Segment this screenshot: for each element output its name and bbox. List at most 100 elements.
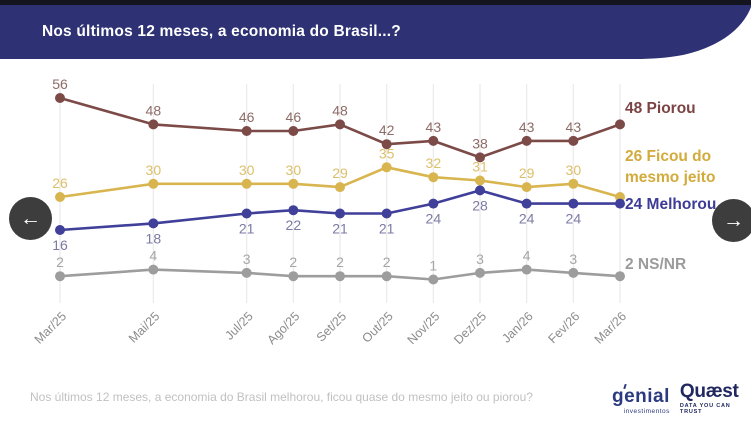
data-point	[55, 225, 65, 235]
data-point	[288, 205, 299, 216]
value-label: 18	[146, 230, 162, 246]
value-label: 21	[239, 221, 255, 237]
data-point	[428, 135, 439, 146]
data-point	[288, 126, 299, 136]
data-point	[288, 271, 299, 282]
value-label: 42	[379, 122, 395, 138]
logos: genial investimentos Quæst DATA YOU CAN …	[612, 382, 751, 415]
legend-label: 24 Melhorou	[625, 196, 716, 213]
x-tick-label: Out/25	[359, 309, 395, 345]
value-label: 32	[426, 155, 442, 171]
value-label: 3	[569, 251, 577, 267]
value-label: 48	[332, 102, 348, 118]
data-point	[148, 264, 159, 275]
value-label: 3	[243, 251, 251, 267]
value-label: 4	[523, 248, 531, 264]
data-point	[148, 218, 159, 229]
value-label: 30	[146, 162, 162, 178]
data-point	[568, 198, 579, 209]
data-point	[521, 135, 532, 146]
data-point	[335, 271, 345, 282]
value-label: 56	[52, 76, 68, 92]
data-point	[55, 271, 65, 282]
value-label: 46	[239, 109, 255, 125]
value-label: 48	[146, 102, 162, 118]
data-point	[475, 185, 485, 196]
x-tick-label: Dez/25	[451, 309, 489, 347]
data-point	[241, 208, 252, 219]
data-point	[475, 152, 485, 163]
data-point	[428, 274, 439, 285]
x-tick-label: Mai/25	[126, 309, 162, 345]
value-label: 43	[519, 119, 535, 135]
value-label: 2	[56, 254, 64, 270]
value-label: 24	[566, 211, 582, 227]
data-point	[521, 198, 532, 209]
arrow-left-icon: ←	[20, 207, 41, 230]
genial-logo: genial investimentos	[612, 383, 670, 415]
banner-shape	[0, 5, 751, 59]
data-point	[521, 182, 532, 193]
data-point	[568, 178, 579, 189]
x-tick-label: Mar/25	[32, 309, 69, 346]
data-point	[241, 126, 252, 136]
value-label: 1	[429, 258, 437, 274]
data-point	[568, 267, 579, 278]
top-edge-bar	[0, 0, 751, 5]
value-label: 3	[476, 251, 484, 267]
arrow-right-icon: →	[723, 209, 744, 232]
next-button[interactable]: →	[712, 199, 751, 242]
value-label: 24	[519, 211, 535, 227]
data-point	[288, 178, 299, 189]
value-label: 21	[379, 221, 395, 237]
value-label: 24	[426, 211, 442, 227]
value-label: 2	[336, 254, 344, 270]
legend-label: 26 Ficou do	[625, 148, 711, 165]
value-label: 30	[239, 162, 255, 178]
value-label: 43	[566, 119, 582, 135]
data-point	[335, 182, 345, 193]
x-tick-label: Fev/26	[546, 309, 583, 346]
data-point	[521, 264, 532, 275]
data-point	[335, 119, 345, 130]
data-point	[475, 175, 485, 186]
data-point	[381, 271, 392, 282]
data-point	[381, 162, 392, 173]
data-point	[428, 198, 439, 209]
data-point	[615, 198, 625, 209]
data-point	[148, 178, 159, 189]
data-point	[615, 271, 625, 282]
quaest-logo-text: Quæst	[679, 381, 739, 402]
value-label: 38	[472, 135, 488, 151]
value-label: 31	[472, 159, 488, 175]
data-point	[335, 208, 345, 219]
data-point	[428, 172, 439, 183]
data-point	[381, 139, 392, 150]
data-point	[55, 93, 65, 103]
data-point	[148, 119, 159, 130]
value-label: 28	[472, 197, 488, 213]
page-title: Nos últimos 12 meses, a economia do Bras…	[42, 23, 401, 40]
legend-label: 2 NS/NR	[625, 256, 686, 273]
value-label: 43	[426, 119, 442, 135]
header-banner: Nos últimos 12 meses, a economia do Bras…	[0, 5, 751, 59]
value-label: 22	[286, 217, 302, 233]
survey-question-text: Nos últimos 12 meses, a economia do Bras…	[30, 390, 533, 404]
value-label: 46	[286, 109, 302, 125]
data-point	[241, 267, 252, 278]
value-label: 16	[52, 237, 68, 253]
x-tick-label: Set/25	[314, 309, 349, 344]
prev-button[interactable]: ←	[9, 197, 52, 240]
legend-label: 48 Piorou	[625, 100, 696, 117]
data-point	[241, 178, 252, 189]
genial-logo-text: genial	[612, 383, 670, 406]
value-label: 2	[383, 254, 391, 270]
data-point	[568, 135, 579, 146]
quaest-logo: Quæst DATA YOU CAN TRUST	[680, 382, 751, 415]
data-point	[475, 267, 485, 278]
data-point	[381, 208, 392, 219]
value-label: 2	[289, 254, 297, 270]
